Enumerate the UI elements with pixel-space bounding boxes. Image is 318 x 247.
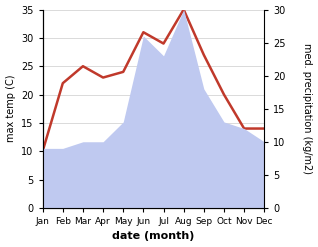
- Y-axis label: max temp (C): max temp (C): [5, 75, 16, 143]
- X-axis label: date (month): date (month): [112, 231, 195, 242]
- Y-axis label: med. precipitation (kg/m2): med. precipitation (kg/m2): [302, 43, 313, 174]
